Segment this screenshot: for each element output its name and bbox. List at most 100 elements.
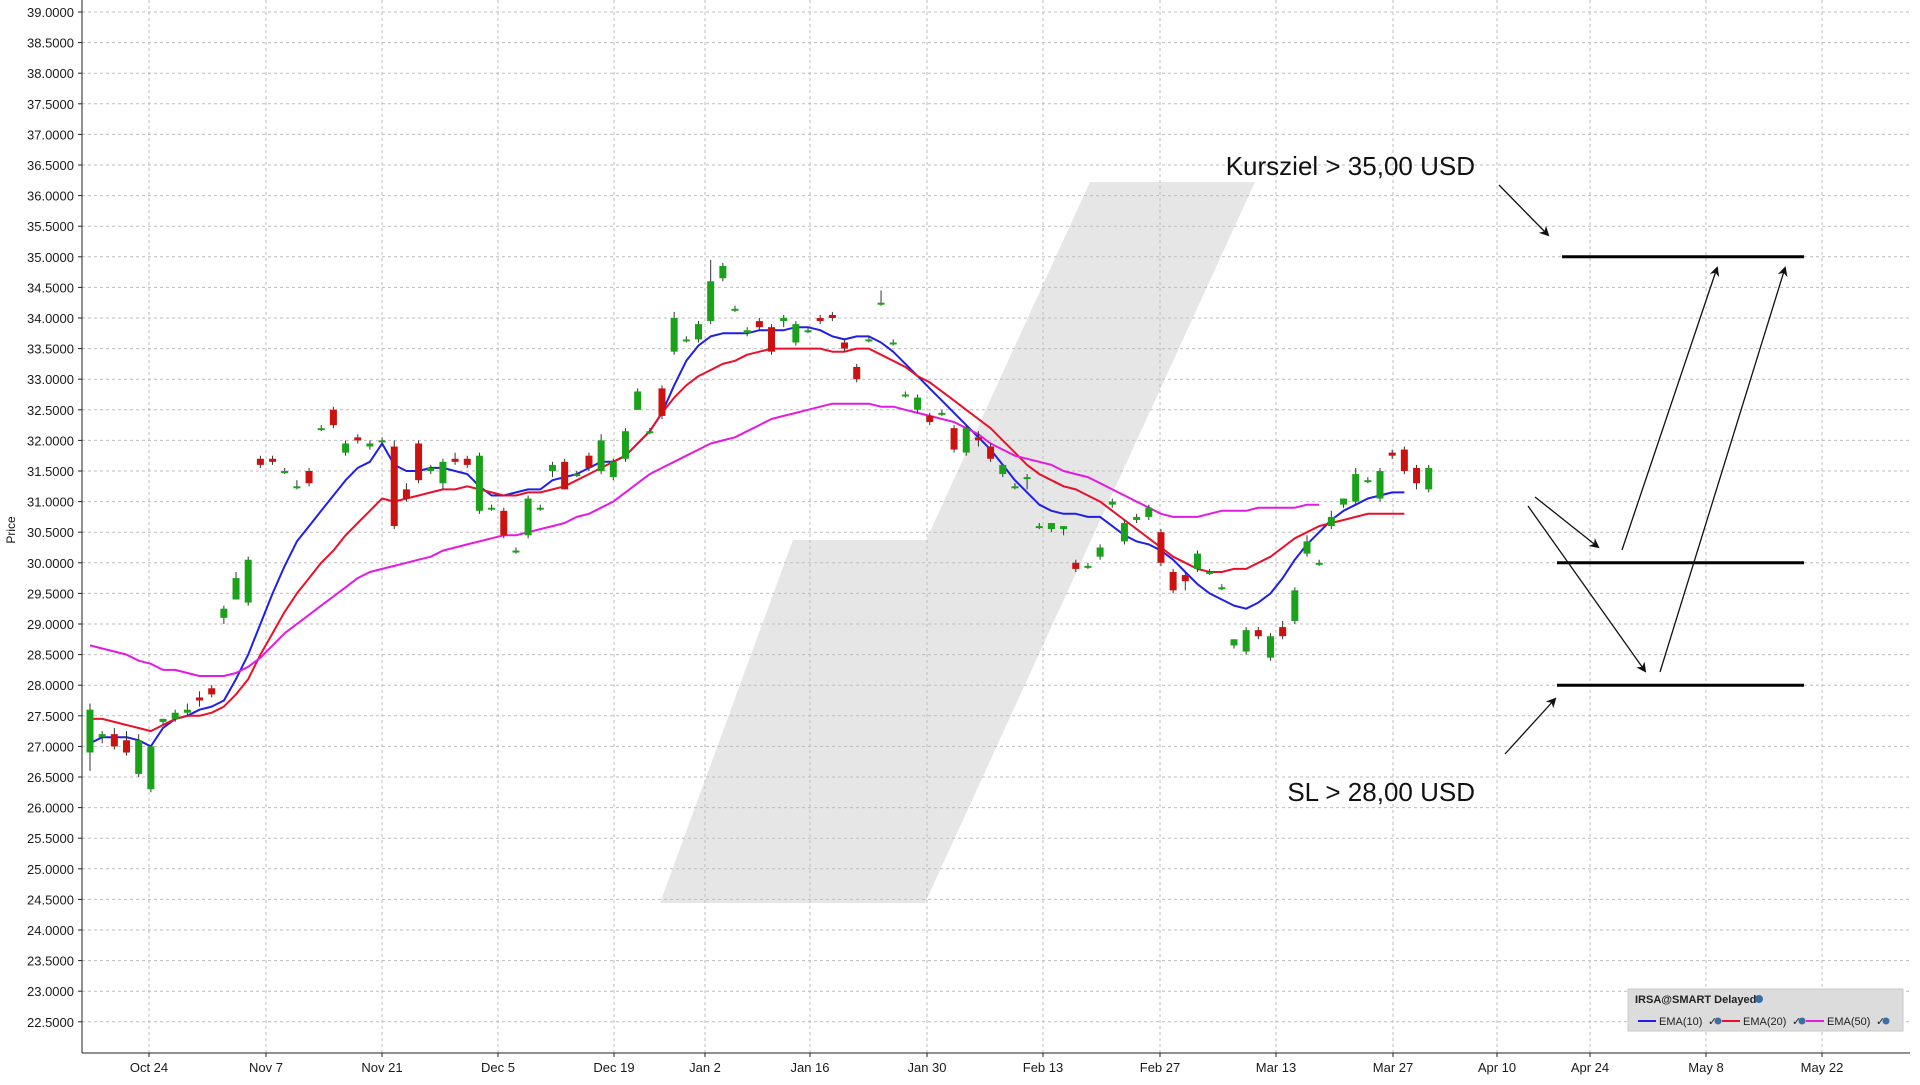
candle [415, 440, 423, 484]
candle-body [853, 366, 861, 380]
y-tick-label: 23.5000 [27, 954, 74, 969]
candle [1413, 464, 1421, 490]
y-tick-label: 28.5000 [27, 648, 74, 663]
candle [889, 339, 897, 346]
candle [536, 504, 544, 511]
candle-body [317, 428, 325, 431]
candle [621, 428, 629, 462]
candle [305, 467, 313, 487]
settings-icon[interactable] [1798, 1017, 1806, 1025]
candle-body [159, 718, 167, 722]
ema-line-ema20 [90, 347, 1405, 733]
price-levels [1557, 255, 1804, 687]
watermark-logo [660, 182, 1255, 903]
candle [1303, 535, 1311, 557]
candle-body [475, 455, 483, 511]
arrow [1527, 505, 1647, 673]
candle-body [780, 318, 788, 322]
candle-body [682, 339, 690, 342]
candle [1230, 639, 1238, 649]
candle-body [110, 734, 118, 747]
candle-body [634, 391, 642, 410]
candle-body [1254, 630, 1262, 637]
candle [1145, 504, 1153, 520]
y-tick-label: 31.0000 [27, 495, 74, 510]
candle [1218, 584, 1226, 591]
y-tick-label: 39.0000 [27, 5, 74, 20]
candle [634, 388, 642, 410]
candle [1169, 568, 1177, 594]
candle [1035, 523, 1043, 530]
y-tick-label: 32.5000 [27, 403, 74, 418]
candle [926, 412, 934, 426]
candle-body [1193, 553, 1201, 569]
candle-body [1230, 639, 1238, 646]
candle [135, 734, 143, 777]
y-tick-label: 29.0000 [27, 617, 74, 632]
y-tick-label: 35.0000 [27, 250, 74, 265]
candle-body [524, 498, 532, 536]
x-tick-label: Apr 24 [1571, 1060, 1609, 1075]
candle [269, 455, 277, 465]
candle [1254, 627, 1262, 640]
candle-body [171, 712, 179, 719]
y-tick-label: 33.5000 [27, 342, 74, 357]
y-tick-label: 26.5000 [27, 770, 74, 785]
candle [1364, 477, 1372, 484]
candle-body [1303, 541, 1311, 554]
candle [987, 443, 995, 462]
candle-body [536, 507, 544, 510]
candle-body [816, 318, 824, 322]
candle-body [1413, 467, 1421, 484]
candle-body [402, 489, 410, 499]
candle-body [1181, 575, 1189, 582]
candle-body [987, 446, 995, 459]
y-tick-label: 32.0000 [27, 433, 74, 448]
candle [98, 731, 106, 744]
settings-icon[interactable] [1714, 1017, 1722, 1025]
checkmark-icon[interactable]: ✓ [1876, 1016, 1885, 1028]
candle [427, 464, 435, 475]
candle [707, 259, 715, 325]
candle [354, 434, 362, 444]
arrow [1534, 496, 1600, 549]
x-tick-label: Nov 21 [361, 1060, 402, 1075]
candle-body [609, 461, 617, 478]
candle [828, 311, 836, 322]
x-tick-label: Dec 19 [593, 1060, 634, 1075]
y-tick-label: 37.5000 [27, 97, 74, 112]
arrow [1498, 184, 1550, 237]
y-tick-label: 35.5000 [27, 219, 74, 234]
annotations: Kursziel > 35,00 USD SL > 28,00 USD [1226, 151, 1475, 807]
x-axis-ticks: Oct 24 Nov 7 Nov 21 Dec 5 Dec 19 Jan 2 Jan 16 J… [130, 1053, 1843, 1075]
globe-icon[interactable] [1755, 995, 1763, 1003]
candle-body [1145, 507, 1153, 517]
settings-icon[interactable] [1882, 1017, 1890, 1025]
legend-items: EMA(10) ✓ EMA(20) ✓ EMA(50) ✓ [1638, 1016, 1890, 1028]
candle [950, 425, 958, 453]
candle-body [1242, 630, 1250, 652]
candle [1193, 550, 1201, 572]
arrow [1659, 266, 1788, 673]
x-tick-label: Jan 16 [790, 1060, 829, 1075]
candle-body [670, 318, 678, 352]
candle-body [512, 550, 520, 553]
candle-body [269, 458, 277, 462]
y-tick-label: 36.5000 [27, 158, 74, 173]
candle-body [1072, 562, 1080, 569]
candle [244, 556, 252, 606]
y-tick-label: 36.0000 [27, 189, 74, 204]
candle [500, 507, 508, 539]
candle-body [1108, 501, 1116, 505]
candle [488, 504, 496, 511]
x-tick-label: Feb 13 [1023, 1060, 1063, 1075]
y-tick-label: 29.5000 [27, 586, 74, 601]
candle [378, 437, 386, 444]
candle [512, 547, 520, 554]
y-tick-label: 30.0000 [27, 556, 74, 571]
candle [524, 495, 532, 539]
checkmark-icon[interactable]: ✓ [1792, 1016, 1801, 1028]
candle-body [1315, 562, 1323, 565]
candle [451, 452, 459, 465]
checkmark-icon[interactable]: ✓ [1708, 1016, 1717, 1028]
